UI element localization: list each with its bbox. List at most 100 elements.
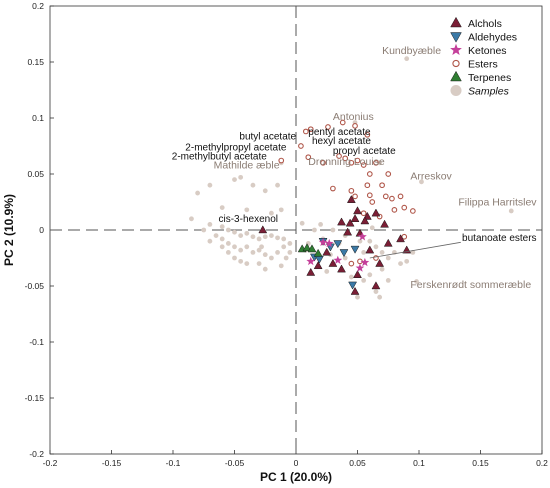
alchols-point	[343, 227, 353, 236]
samples-point	[283, 255, 289, 261]
ketones-point	[358, 232, 367, 241]
alchols-point	[346, 195, 356, 203]
legend-label-alchols: Alchols	[468, 18, 502, 30]
x-tick-label: -0.05	[225, 458, 245, 468]
esters-point	[385, 171, 392, 177]
legend-marker-aldehydes	[450, 32, 462, 43]
alchols-point	[396, 234, 405, 243]
samples-point	[410, 250, 416, 255]
x-tick-label: 0.05	[349, 458, 366, 468]
samples-point	[232, 177, 237, 183]
alchols-point	[371, 281, 381, 290]
alchols-point	[328, 258, 338, 267]
samples-point	[398, 261, 403, 266]
samples-point	[275, 250, 280, 255]
legend-marker-alchols	[450, 16, 462, 28]
esters-point	[352, 122, 358, 129]
annotation-label: propyl acetate	[333, 146, 396, 157]
samples-point	[281, 236, 287, 242]
samples-point	[232, 229, 237, 235]
aldehydes-point	[333, 240, 343, 249]
samples-point	[238, 258, 244, 264]
y-tick-label: 0.15	[27, 57, 44, 67]
samples-point	[330, 227, 336, 233]
samples-point	[377, 294, 383, 300]
esters-point	[364, 131, 371, 138]
legend-label-aldehydes: Aldehydes	[468, 32, 517, 44]
alchols-point	[353, 206, 362, 215]
esters-point	[366, 171, 373, 177]
samples-point	[385, 255, 391, 261]
samples-point	[278, 263, 284, 269]
esters-point	[352, 193, 358, 200]
samples-point	[318, 222, 323, 227]
samples-point	[342, 255, 348, 261]
esters-point	[391, 206, 398, 213]
esters-point	[342, 155, 349, 162]
samples-point	[262, 252, 268, 258]
aldehydes-point	[348, 281, 357, 290]
samples-point	[256, 247, 262, 253]
legend-label-terpenes: Terpenes	[468, 72, 511, 84]
annotation-label: butyl acetate	[239, 131, 296, 142]
x-axis-title: PC 1 (20.0%)	[260, 470, 332, 484]
samples-point	[207, 222, 213, 227]
x-tick-label: 0.1	[413, 458, 425, 468]
samples-point	[299, 220, 305, 226]
alchols-point	[258, 225, 268, 234]
alchols-point	[365, 245, 375, 254]
alchols-point	[375, 258, 385, 267]
samples-point	[419, 179, 424, 185]
esters-point	[397, 193, 404, 200]
esters-point	[360, 162, 367, 168]
samples-point	[262, 266, 268, 272]
samples-point	[244, 207, 250, 213]
esters-point	[360, 210, 367, 217]
annotation-label: Dronning Louise	[308, 156, 385, 168]
samples-point	[207, 238, 213, 244]
alchols-point	[353, 270, 362, 278]
esters-point	[366, 192, 373, 199]
alchols-point	[337, 264, 346, 273]
annotations: Kundbyæble Antonius pentyl acetate butyl ac…	[172, 45, 538, 291]
samples-point	[269, 210, 274, 216]
legend-marker-ketones	[450, 43, 462, 56]
samples-point	[278, 207, 284, 213]
x-tick-label: 0.15	[472, 458, 489, 468]
annotation-label: Antonius	[333, 111, 374, 123]
zero-reference-lines	[50, 6, 542, 454]
x-tick-label: 0.2	[536, 458, 548, 468]
samples-point	[207, 182, 213, 188]
samples-point	[238, 174, 244, 180]
axis-ticks: -0.2 -0.15 -0.1 -0.05 0 0.05 0.1 0.15 0.2 0.2 0.15…	[25, 1, 549, 468]
annotation-label: Ferskenrødt sommeræble	[410, 279, 531, 291]
samples-point	[348, 274, 354, 280]
esters-point	[373, 159, 379, 166]
samples-point	[244, 261, 250, 266]
callout-line	[369, 241, 461, 259]
annotation-label: Kundbyæble	[382, 45, 441, 57]
samples-point	[195, 190, 201, 196]
y-tick-label: 0	[39, 225, 44, 235]
samples-point	[361, 250, 367, 255]
ketones-point	[324, 238, 334, 248]
samples-point	[238, 233, 244, 239]
samples-point	[269, 255, 274, 261]
x-tick-label: -0.15	[102, 458, 122, 468]
esters-point	[401, 204, 408, 211]
alchols-point	[380, 219, 389, 228]
legend-marker-samples	[450, 84, 462, 97]
ketones-point	[306, 256, 316, 266]
esters-point	[382, 193, 389, 200]
esters-point	[307, 126, 314, 133]
samples-point	[357, 238, 363, 244]
x-tick-label: -0.1	[166, 458, 181, 468]
samples-point	[213, 233, 219, 239]
samples-point	[244, 230, 250, 236]
samples-point	[189, 216, 194, 222]
annotation-label: 2-methylpropyl acetate	[185, 142, 287, 153]
samples-point	[361, 278, 367, 283]
aldehydes-point	[350, 245, 360, 254]
